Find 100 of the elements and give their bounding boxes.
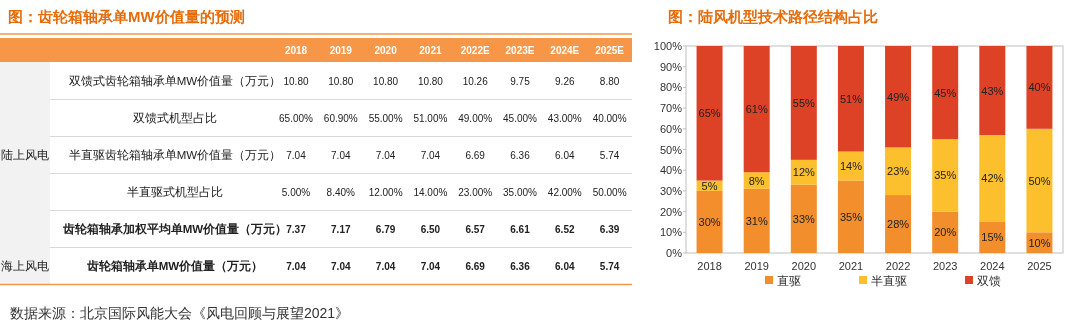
data-label: 5.00% xyxy=(281,187,311,198)
data-label: 61% xyxy=(745,103,768,116)
y-tick-label: 10% xyxy=(659,226,683,239)
data-label: 9.26 xyxy=(555,76,575,87)
data-label: 6.39 xyxy=(599,224,620,235)
bar xyxy=(790,46,817,160)
x-tick-label: 2018 xyxy=(697,260,722,272)
data-label: 50% xyxy=(1028,174,1051,187)
data-label: 35% xyxy=(934,169,957,182)
bar xyxy=(932,139,959,212)
x-tick-label: 2023E xyxy=(505,45,535,56)
data-label: 6.50 xyxy=(420,224,441,235)
y-tick-label: 90% xyxy=(659,60,683,73)
x-tick-label: 2025 xyxy=(1027,260,1052,272)
bar xyxy=(932,46,959,140)
data-label: 40% xyxy=(1028,81,1051,94)
data-label: 6.61 xyxy=(510,224,531,235)
data-label: 7.04 xyxy=(375,150,396,161)
data-label: 50.00% xyxy=(592,187,627,198)
y-tick-label: 40% xyxy=(659,164,683,177)
data-label: 20% xyxy=(934,226,957,239)
data-label: 43% xyxy=(981,84,1004,97)
bar xyxy=(885,46,912,148)
legend-label: 直驱 xyxy=(777,275,801,287)
x-tick-label: 2022E xyxy=(460,45,490,56)
legend-label: 双馈 xyxy=(977,275,1001,287)
data-label: 23.00% xyxy=(458,187,493,198)
x-tick-label: 2023 xyxy=(932,260,958,272)
data-label: 60.90% xyxy=(323,113,358,124)
data-label: 6.57 xyxy=(465,224,486,235)
data-label: 7.04 xyxy=(331,150,351,161)
data-label: 8.40% xyxy=(326,187,356,198)
bar xyxy=(837,180,864,253)
data-label: 30% xyxy=(698,215,721,228)
data-label: 7.04 xyxy=(420,261,441,272)
data-label: 6.36 xyxy=(510,261,531,272)
data-label: 6.04 xyxy=(555,150,575,161)
y-tick-label: 0% xyxy=(666,247,683,259)
data-label: 5.74 xyxy=(599,150,620,161)
data-label: 45.00% xyxy=(503,113,538,124)
data-label: 10.26 xyxy=(462,76,489,87)
data-label: 23% xyxy=(887,165,910,178)
legend-label: 半直驱 xyxy=(871,275,907,287)
data-label: 6.36 xyxy=(510,150,531,161)
data-label: 7.04 xyxy=(420,150,441,161)
data-label: 28% xyxy=(887,218,910,231)
bar xyxy=(743,46,770,173)
data-label: 14.00% xyxy=(413,187,448,198)
data-label: 49% xyxy=(887,90,910,103)
data-label: 45% xyxy=(934,86,957,99)
data-label: 6.69 xyxy=(465,150,486,161)
data-label: 12% xyxy=(792,166,816,179)
data-label: 65.00% xyxy=(279,113,314,124)
y-tick-label: 60% xyxy=(659,122,683,135)
x-tick-label: 2022 xyxy=(885,260,911,272)
data-label: 51% xyxy=(839,92,863,105)
data-label: 5.74 xyxy=(599,261,620,272)
bar xyxy=(979,46,1006,136)
x-tick-label: 2024E xyxy=(550,45,580,56)
data-label: 55.00% xyxy=(368,113,403,124)
bar xyxy=(979,135,1006,222)
y-tick-label: 50% xyxy=(659,143,683,156)
bar xyxy=(1026,128,1053,233)
x-tick-label: 2021 xyxy=(838,260,864,272)
chart-title: 图：陆风机型技术路径结构占比 xyxy=(668,8,878,25)
y-tick-label: 80% xyxy=(659,81,683,94)
data-label: 7.04 xyxy=(286,150,307,161)
data-label: 12.00% xyxy=(368,187,403,198)
data-label: 7.04 xyxy=(331,261,351,272)
data-label: 6.52 xyxy=(555,224,575,235)
data-label: 40.00% xyxy=(592,113,627,124)
data-label: 51.00% xyxy=(413,113,448,124)
source-note: 数据来源：北京国际风能大会《风电回顾与展望2021》 xyxy=(10,305,350,321)
bar xyxy=(696,190,723,253)
x-tick-label: 2020 xyxy=(791,260,817,272)
data-label: 6.69 xyxy=(465,261,486,272)
data-label: 35.00% xyxy=(503,187,538,198)
data-label: 33% xyxy=(792,212,816,225)
x-tick-label: 2025E xyxy=(595,45,625,56)
data-label: 7.04 xyxy=(286,261,307,272)
data-label: 8.80 xyxy=(599,76,620,87)
text: 图：齿轮箱轴承单MW价值量的预测 xyxy=(8,8,245,25)
data-label: 7.04 xyxy=(375,261,396,272)
x-tick-label: 2021 xyxy=(419,45,442,56)
y-tick-label: 100% xyxy=(653,40,683,52)
data-label: 10.80 xyxy=(417,76,444,87)
bar xyxy=(885,195,912,253)
y-tick-label: 双馈式机型占比 xyxy=(133,112,217,124)
data-label: 10.80 xyxy=(373,76,399,87)
data-label: 10.80 xyxy=(283,76,309,87)
y-tick-label: 齿轮箱轴承单MW价值量（万元） xyxy=(85,259,264,273)
y-tick-label: 30% xyxy=(659,184,683,197)
data-label: 42.00% xyxy=(547,187,582,198)
bar xyxy=(696,46,723,181)
y2-tick-label: 陆上风电 xyxy=(1,148,49,162)
data-label: 35% xyxy=(839,210,863,223)
y-tick-label: 半直驱式机型占比 xyxy=(127,186,223,198)
data-label: 31% xyxy=(745,214,768,227)
x-tick-label: 2018 xyxy=(284,45,308,56)
y2-tick-label: 海上风电 xyxy=(1,259,49,273)
